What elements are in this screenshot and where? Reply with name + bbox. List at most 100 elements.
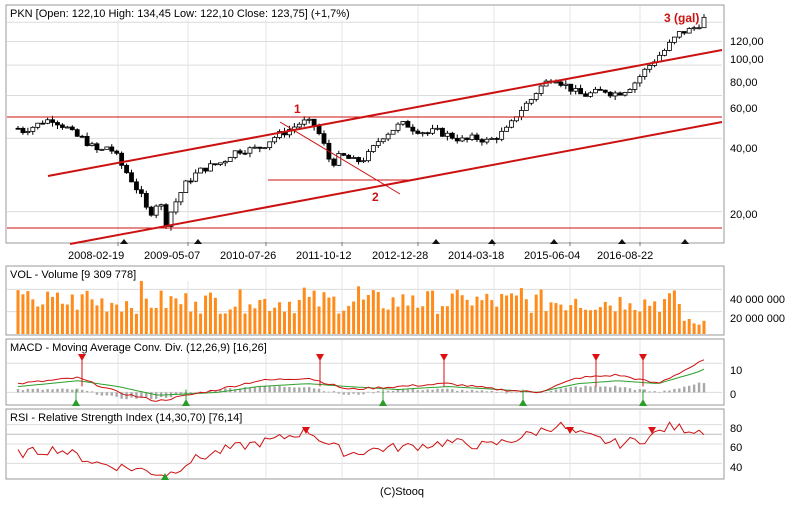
volume-bar <box>208 292 212 334</box>
volume-bar <box>51 296 55 334</box>
macd-histogram-bar <box>441 388 444 393</box>
volume-bar <box>144 298 148 334</box>
volume-bar <box>297 300 301 334</box>
volume-bar <box>292 313 296 334</box>
volume-bar <box>218 313 222 334</box>
volume-bar <box>41 304 45 334</box>
price-y-axis: 120,00 100,00 80,00 60,00 40,00 20,00 <box>730 36 764 221</box>
macd-histogram-bar <box>307 387 311 393</box>
candle-down <box>449 132 455 139</box>
rsi-y-tick: 40 <box>730 462 742 474</box>
volume-bar <box>55 292 59 334</box>
macd-histogram-bar <box>683 386 686 393</box>
volume-bar <box>26 291 30 334</box>
macd-histogram-bar <box>500 391 503 393</box>
candle-down <box>40 122 46 125</box>
macd-histogram-bar <box>465 391 469 393</box>
volume-bar <box>529 312 533 334</box>
volume-bar <box>16 290 20 334</box>
price-gridlines <box>7 6 722 246</box>
volume-bar <box>36 306 40 334</box>
sell-signal-marker <box>440 354 448 361</box>
volume-bar <box>598 307 602 334</box>
candle-up <box>99 148 105 151</box>
candle-up <box>267 141 273 149</box>
candle-up <box>168 211 174 227</box>
macd-histogram-bar <box>386 390 390 393</box>
volume-bar <box>204 295 208 334</box>
macd-histogram-bar <box>633 389 637 393</box>
x-tick: 2010-07-26 <box>220 250 276 262</box>
candle-up <box>89 143 95 146</box>
volume-bar <box>475 296 479 334</box>
candle-up <box>420 132 426 135</box>
price-y-tick: 120,00 <box>730 36 764 48</box>
candle-up <box>173 201 179 213</box>
macd-histogram-bar <box>653 391 656 393</box>
volume-bar <box>514 295 518 334</box>
sell-signal-marker <box>592 354 600 361</box>
volume-bar <box>638 311 642 334</box>
candle-up <box>385 133 391 140</box>
candle-up <box>637 76 643 84</box>
volume-bar <box>337 313 341 334</box>
macd-histogram-bar <box>515 392 518 393</box>
macd-histogram-bar <box>194 392 197 393</box>
volume-bar <box>480 300 484 334</box>
credit-text: (C)Stooq <box>380 486 424 498</box>
candle-down <box>454 137 460 142</box>
volume-bar <box>115 304 119 334</box>
candle-down <box>597 88 603 91</box>
candle-up <box>262 147 268 150</box>
volume-bar <box>287 301 291 334</box>
macd-histogram-bar <box>579 387 582 393</box>
candle-up <box>642 68 648 77</box>
volume-bar <box>268 310 272 334</box>
candle-down <box>50 119 55 123</box>
volume-bar <box>648 305 652 334</box>
candle-up <box>459 137 465 142</box>
macd-histogram-bar <box>337 392 340 394</box>
volume-bars <box>16 280 706 334</box>
rsi-y-tick: 80 <box>730 423 742 435</box>
macd-histogram-bar <box>26 388 30 393</box>
price-title-bg <box>7 6 407 20</box>
macd-histogram-bar <box>16 389 20 393</box>
candle-up <box>671 36 677 43</box>
candle-up <box>380 138 386 143</box>
volume-bar <box>544 311 548 334</box>
macd-histogram-bar <box>480 390 484 393</box>
volume-bar <box>386 309 390 334</box>
volume-bar <box>233 306 237 334</box>
volume-title-bg <box>7 267 197 281</box>
volume-bar <box>184 293 188 334</box>
volume-bar <box>677 303 681 334</box>
candle-up <box>247 147 253 154</box>
candle-down <box>464 137 470 140</box>
candle-up <box>622 92 628 96</box>
candle-up <box>193 172 199 182</box>
volume-bar <box>332 296 336 334</box>
volume-bar <box>238 289 242 334</box>
volume-bar <box>588 310 592 334</box>
macd-histogram-bar <box>702 383 706 393</box>
macd-histogram-bar <box>411 388 415 393</box>
macd-histogram-bar <box>406 389 410 393</box>
macd-histogram-bar <box>401 389 405 393</box>
macd-y-tick: 10 <box>730 365 742 377</box>
candle-down <box>188 180 194 183</box>
volume-bar <box>440 306 444 334</box>
buy-signal-marker <box>72 399 80 406</box>
candle-down <box>242 152 248 155</box>
volume-bar <box>85 290 89 334</box>
macd-histogram-bar <box>298 387 301 393</box>
candle-up <box>390 129 396 135</box>
volume-bar <box>283 311 287 334</box>
volume-bar <box>519 288 523 334</box>
macd-signal-markers <box>72 354 647 406</box>
candle-up <box>538 85 544 94</box>
volume-bar <box>613 311 617 334</box>
candle-down <box>134 181 139 191</box>
volume-bar <box>687 318 691 334</box>
rsi-sell-marker <box>302 427 310 434</box>
